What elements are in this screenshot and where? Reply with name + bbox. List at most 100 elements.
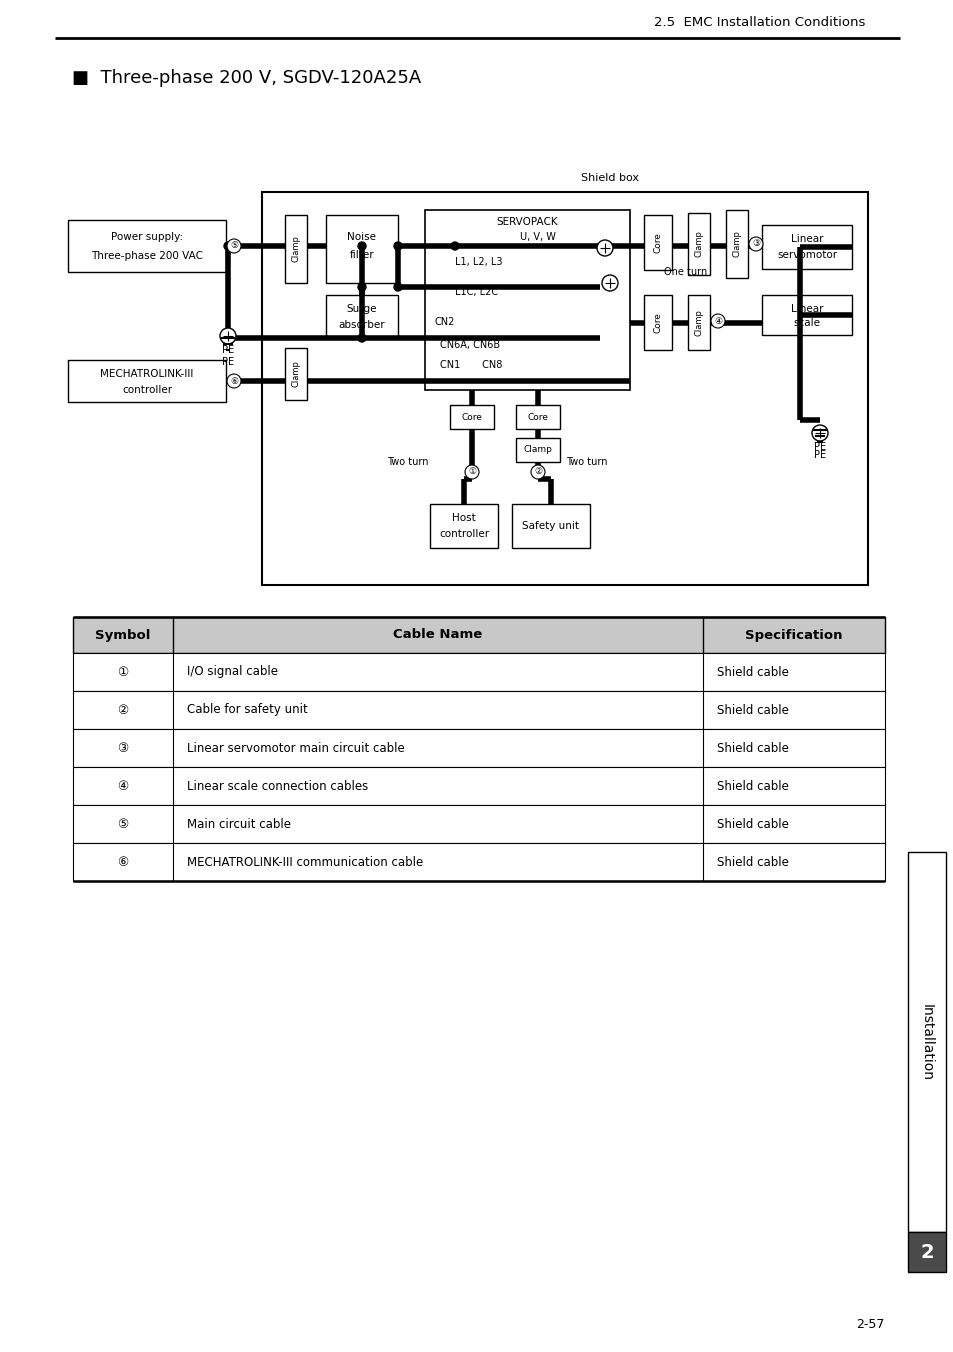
Text: Linear: Linear — [790, 304, 822, 314]
Text: ①: ① — [468, 468, 476, 476]
Text: Core: Core — [653, 233, 661, 253]
Text: PE: PE — [813, 442, 825, 452]
Text: PE: PE — [813, 450, 825, 460]
Text: ③: ③ — [751, 239, 760, 249]
Text: ④: ④ — [117, 780, 129, 792]
Text: CN2: CN2 — [435, 316, 455, 327]
Text: absorber: absorber — [338, 320, 385, 330]
Text: Power supply:: Power supply: — [111, 233, 183, 242]
Text: Shield cable: Shield cable — [717, 665, 788, 679]
Circle shape — [227, 375, 241, 388]
Text: Two turn: Two turn — [566, 457, 607, 466]
Circle shape — [394, 283, 401, 291]
Bar — [907, 852, 945, 1232]
Circle shape — [464, 465, 478, 479]
Text: ⑥: ⑥ — [230, 376, 238, 385]
Bar — [73, 617, 884, 653]
Bar — [761, 224, 851, 269]
Text: Clamp: Clamp — [292, 235, 300, 262]
Text: Noise: Noise — [347, 233, 376, 242]
Bar — [687, 295, 709, 350]
Text: Two turn: Two turn — [387, 457, 428, 466]
Text: Shield cable: Shield cable — [717, 780, 788, 792]
Text: 2: 2 — [920, 1242, 933, 1261]
Text: ③: ③ — [117, 741, 129, 754]
Circle shape — [811, 425, 827, 441]
Bar — [643, 215, 671, 270]
Text: L1C, L2C: L1C, L2C — [455, 287, 497, 297]
Text: Shield cable: Shield cable — [717, 703, 788, 717]
Text: Core: Core — [527, 412, 548, 422]
Circle shape — [224, 242, 232, 250]
Text: Shield cable: Shield cable — [717, 818, 788, 830]
Text: Core: Core — [653, 312, 661, 333]
Bar — [73, 767, 884, 804]
Bar — [761, 295, 851, 335]
Bar — [73, 653, 884, 691]
Circle shape — [451, 242, 458, 250]
Bar — [450, 406, 494, 429]
Text: Main circuit cable: Main circuit cable — [187, 818, 291, 830]
Bar — [68, 360, 226, 402]
Text: ④: ④ — [713, 316, 721, 326]
Text: ⑤: ⑤ — [230, 242, 238, 250]
Text: Linear servomotor main circuit cable: Linear servomotor main circuit cable — [187, 741, 404, 754]
Text: SERVOPACK: SERVOPACK — [497, 218, 558, 227]
Circle shape — [710, 314, 724, 329]
Bar — [512, 504, 589, 548]
Text: Three-phase 200 VAC: Three-phase 200 VAC — [91, 251, 203, 261]
Text: filter: filter — [350, 250, 374, 260]
Text: Cable Name: Cable Name — [393, 629, 482, 641]
Text: servomotor: servomotor — [776, 250, 836, 260]
Bar — [907, 1232, 945, 1272]
Text: PE: PE — [222, 357, 233, 366]
Circle shape — [394, 242, 401, 250]
Bar — [73, 844, 884, 882]
Text: Host: Host — [452, 512, 476, 523]
Bar — [262, 192, 867, 585]
Text: Symbol: Symbol — [95, 629, 151, 641]
Text: U, V, W: U, V, W — [519, 233, 555, 242]
Text: controller: controller — [438, 529, 489, 539]
Bar — [326, 295, 397, 338]
Text: Installation: Installation — [919, 1003, 933, 1080]
Bar — [73, 729, 884, 767]
Text: 2.5  EMC Installation Conditions: 2.5 EMC Installation Conditions — [654, 15, 864, 28]
Text: Specification: Specification — [744, 629, 841, 641]
Bar — [73, 804, 884, 844]
Bar — [725, 210, 747, 279]
Text: MECHATROLINK-III: MECHATROLINK-III — [100, 369, 193, 379]
Circle shape — [531, 465, 544, 479]
Text: ②: ② — [117, 703, 129, 717]
Text: Core: Core — [461, 412, 482, 422]
Text: Shield cable: Shield cable — [717, 741, 788, 754]
Circle shape — [357, 283, 366, 291]
Text: ⑥: ⑥ — [117, 856, 129, 868]
Text: Clamp: Clamp — [523, 446, 552, 454]
Circle shape — [601, 274, 618, 291]
Text: Linear: Linear — [790, 234, 822, 243]
Text: I/O signal cable: I/O signal cable — [187, 665, 277, 679]
Bar — [424, 210, 629, 389]
Text: Clamp: Clamp — [292, 361, 300, 388]
Text: ①: ① — [117, 665, 129, 679]
Circle shape — [227, 239, 241, 253]
Bar — [516, 438, 559, 462]
Text: Surge: Surge — [346, 304, 376, 314]
Bar — [68, 220, 226, 272]
Text: MECHATROLINK-III communication cable: MECHATROLINK-III communication cable — [187, 856, 423, 868]
Text: One turn: One turn — [663, 266, 707, 277]
Text: Shield box: Shield box — [580, 173, 639, 183]
Bar — [516, 406, 559, 429]
Text: PE: PE — [222, 345, 233, 356]
Text: Cable for safety unit: Cable for safety unit — [187, 703, 308, 717]
Text: 2-57: 2-57 — [855, 1318, 883, 1332]
Text: Shield cable: Shield cable — [717, 856, 788, 868]
Bar — [285, 215, 307, 283]
Bar — [285, 347, 307, 400]
Text: ⑤: ⑤ — [117, 818, 129, 830]
Text: CN1       CN8: CN1 CN8 — [439, 360, 502, 370]
Text: Clamp: Clamp — [732, 231, 740, 257]
Circle shape — [597, 241, 613, 256]
Bar — [326, 215, 397, 283]
